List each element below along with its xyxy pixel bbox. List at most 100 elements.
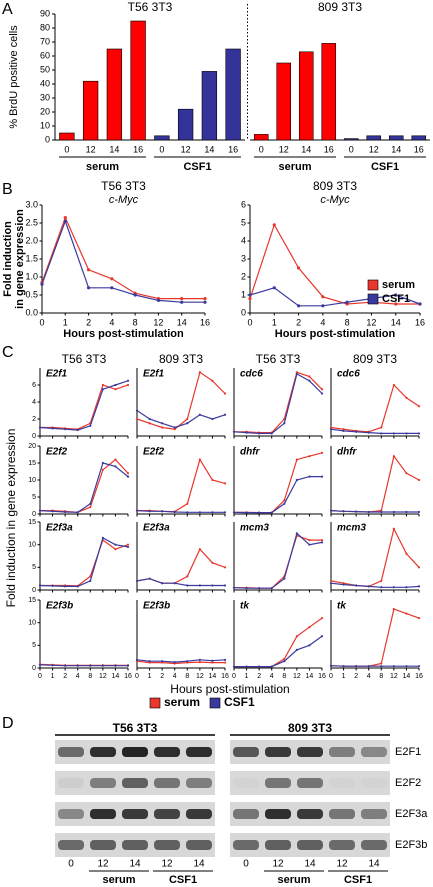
x-tick-label: 16 xyxy=(415,673,423,680)
legend-label: serum xyxy=(164,695,200,709)
series-line xyxy=(39,462,129,513)
data-point xyxy=(296,304,301,308)
data-point xyxy=(308,379,311,382)
blot-band xyxy=(361,778,387,788)
gene-label: E2f3b xyxy=(143,601,170,612)
data-point xyxy=(320,635,324,638)
data-point xyxy=(380,662,383,665)
series-line xyxy=(39,664,128,667)
x-tick-label: 0 xyxy=(159,144,164,154)
data-point xyxy=(355,510,358,513)
data-point xyxy=(40,282,44,286)
data-point xyxy=(417,617,421,620)
blot-band xyxy=(90,840,116,850)
data-point xyxy=(392,527,395,530)
bar xyxy=(388,135,404,141)
chart-title: T56 3T3 xyxy=(101,179,146,193)
data-point xyxy=(245,431,248,434)
gene-label: E2f2 xyxy=(46,447,68,458)
data-point xyxy=(180,300,184,304)
group-label: CSF1 xyxy=(183,161,211,173)
data-point xyxy=(283,422,286,425)
data-point xyxy=(355,665,358,668)
bar xyxy=(366,135,382,141)
data-point xyxy=(258,587,261,590)
data-point xyxy=(283,502,286,505)
x-tick-label: 4 xyxy=(109,317,114,327)
x-axis-label: Hours post-stimulation xyxy=(275,328,396,340)
x-tick-label: 2 xyxy=(257,673,261,680)
y-axis-label: Fold induction xyxy=(2,221,14,297)
gene-label: E2f3a xyxy=(46,523,73,534)
data-point xyxy=(114,383,117,387)
column-title: 809 3T3 xyxy=(159,352,203,366)
panel-label: C xyxy=(2,344,14,361)
blot-band xyxy=(233,840,259,850)
data-point xyxy=(329,579,333,583)
blot-band xyxy=(186,778,212,788)
data-point xyxy=(133,293,137,297)
blot-band xyxy=(329,809,355,819)
data-point xyxy=(89,664,92,667)
data-point xyxy=(308,375,311,378)
data-point xyxy=(198,458,201,461)
data-point xyxy=(110,277,114,281)
y-tick-label: 0 xyxy=(32,433,36,440)
gene-label: mcm3 xyxy=(337,523,366,534)
data-point xyxy=(342,429,345,432)
x-tick-label: 14 xyxy=(204,144,214,154)
panel-label: A xyxy=(2,1,13,18)
lane-label: 12 xyxy=(97,859,109,870)
panel-label: D xyxy=(2,715,14,732)
data-point xyxy=(211,561,214,564)
x-tick-label: 12 xyxy=(293,673,301,680)
blot-band xyxy=(122,778,148,788)
data-point xyxy=(126,475,130,478)
data-point xyxy=(248,293,252,297)
protein-label: E2F2 xyxy=(395,777,421,789)
data-point xyxy=(320,451,324,454)
data-point xyxy=(245,587,248,590)
blot-band xyxy=(361,809,387,819)
series-line xyxy=(234,371,323,434)
data-point xyxy=(114,664,117,667)
data-point xyxy=(148,510,151,513)
x-tick-label: 4 xyxy=(270,673,274,680)
legend-swatch xyxy=(149,697,161,709)
data-point xyxy=(295,458,298,461)
gene-label: tk xyxy=(240,601,249,612)
series-line xyxy=(41,215,205,300)
data-point xyxy=(320,539,324,542)
data-point xyxy=(101,536,104,539)
x-tick-label: 12 xyxy=(366,317,376,327)
data-point xyxy=(198,658,201,661)
y-tick-label: 10 xyxy=(28,542,36,549)
x-tick-label: 1 xyxy=(245,673,249,680)
x-tick-label: 8 xyxy=(185,673,189,680)
x-tick-label: 1 xyxy=(148,673,152,680)
data-point xyxy=(308,626,311,629)
blot-band xyxy=(186,809,212,819)
data-point xyxy=(198,548,201,551)
data-point xyxy=(223,413,227,416)
data-point xyxy=(211,379,214,382)
data-point xyxy=(380,432,383,435)
data-point xyxy=(161,422,164,425)
legend-label: CSF1 xyxy=(224,695,255,709)
y-tick-label: 3 xyxy=(241,253,246,263)
x-tick-label: 12 xyxy=(181,144,191,154)
x-tick-label: 16 xyxy=(221,673,229,680)
y-tick-label: 0 xyxy=(45,134,50,144)
data-point xyxy=(355,584,358,587)
data-point xyxy=(173,582,176,585)
data-point xyxy=(232,511,236,514)
data-point xyxy=(89,502,92,505)
data-point xyxy=(223,392,227,395)
x-tick-label: 0 xyxy=(259,144,264,154)
blot-band xyxy=(329,747,355,757)
data-point xyxy=(392,510,395,514)
x-tick-label: 8 xyxy=(133,317,138,327)
data-point xyxy=(329,428,333,431)
gene-label: E2f3b xyxy=(46,601,73,612)
data-point xyxy=(417,432,421,435)
